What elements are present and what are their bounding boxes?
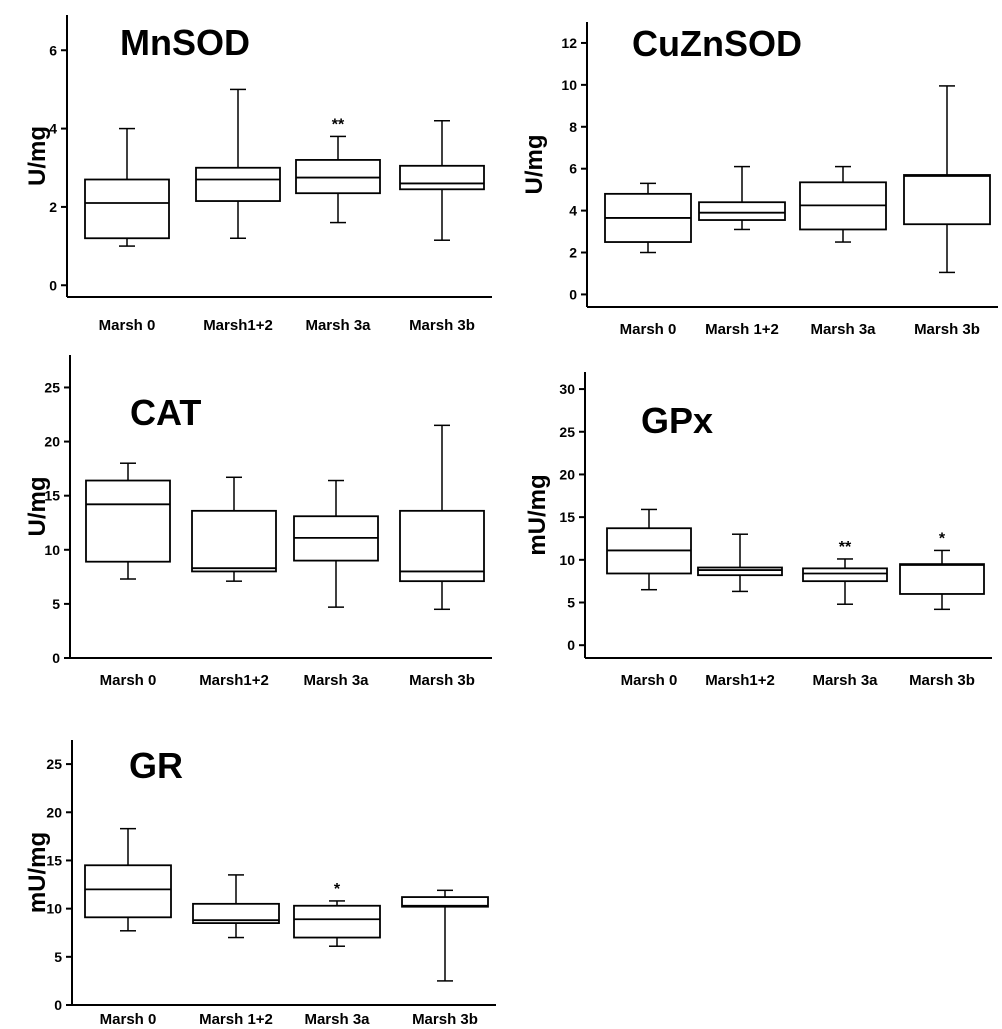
box: [84, 864, 172, 919]
category-label: Marsh 3a: [305, 317, 371, 334]
box: [697, 566, 783, 577]
y-tick-label: 10: [559, 552, 575, 568]
y-axis-label: U/mg: [521, 135, 548, 195]
y-tick-label: 8: [569, 119, 577, 135]
box: [84, 178, 170, 240]
y-tick-label: 10: [44, 542, 60, 558]
box: [85, 479, 171, 563]
box: [399, 509, 485, 583]
y-tick-label: 15: [44, 488, 60, 504]
y-tick-label: 15: [559, 509, 575, 525]
y-tick-label: 0: [49, 277, 57, 293]
category-label: Marsh1+2: [705, 672, 775, 689]
category-label: Marsh 3b: [409, 672, 475, 689]
category-label: Marsh 0: [100, 672, 157, 689]
y-tick-label: 25: [44, 379, 60, 395]
box: [903, 174, 991, 226]
chart-title: GR: [129, 745, 183, 786]
category-label: Marsh 3a: [303, 672, 369, 689]
category-label: Marsh 0: [620, 321, 677, 338]
y-tick-label: 6: [49, 42, 57, 58]
category-label: Marsh 0: [621, 672, 678, 689]
y-tick-label: 12: [561, 35, 577, 51]
category-label: Marsh 3b: [914, 321, 980, 338]
category-label: Marsh 1+2: [199, 1011, 273, 1028]
category-label: Marsh1+2: [203, 317, 273, 334]
y-tick-label: 25: [46, 756, 62, 772]
y-tick-label: 4: [49, 121, 57, 137]
y-tick-label: 0: [569, 286, 577, 302]
category-label: Marsh 0: [99, 317, 156, 334]
box: [195, 166, 281, 202]
category-label: Marsh 3b: [412, 1011, 478, 1028]
y-axis-label: U/mg: [24, 477, 51, 537]
category-label: Marsh 1+2: [705, 321, 779, 338]
box: [295, 159, 381, 195]
y-tick-label: 0: [567, 637, 575, 653]
y-tick-label: 10: [46, 901, 62, 917]
y-axis-label: mU/mg: [24, 832, 51, 913]
y-axis-label: U/mg: [24, 126, 51, 186]
category-label: Marsh1+2: [199, 672, 269, 689]
y-tick-label: 2: [49, 199, 57, 215]
category-label: Marsh 3b: [909, 672, 975, 689]
significance-annotation: *: [334, 881, 341, 898]
y-tick-label: 5: [52, 596, 60, 612]
chart-title: MnSOD: [120, 22, 250, 63]
y-tick-label: 30: [559, 381, 575, 397]
y-tick-label: 20: [46, 804, 62, 820]
chart-title: GPx: [641, 400, 713, 441]
y-tick-label: 2: [569, 245, 577, 261]
y-tick-label: 15: [46, 852, 62, 868]
chart-title: CuZnSOD: [632, 23, 802, 64]
y-tick-label: 20: [559, 466, 575, 482]
significance-annotation: **: [839, 539, 852, 556]
category-label: Marsh 3a: [812, 672, 878, 689]
box: [401, 896, 489, 908]
y-tick-label: 0: [52, 650, 60, 666]
significance-annotation: *: [939, 530, 946, 547]
category-label: Marsh 3a: [304, 1011, 370, 1028]
box: [899, 563, 985, 595]
y-tick-label: 6: [569, 161, 577, 177]
category-label: Marsh 3a: [810, 321, 876, 338]
y-axis-label: mU/mg: [524, 474, 551, 555]
y-tick-label: 5: [54, 949, 62, 965]
y-tick-label: 25: [559, 424, 575, 440]
category-label: Marsh 3b: [409, 317, 475, 334]
box: [698, 201, 786, 221]
category-label: Marsh 0: [100, 1011, 157, 1028]
box: [293, 904, 381, 939]
y-tick-label: 0: [54, 997, 62, 1013]
box: [191, 509, 277, 573]
box: [399, 164, 485, 191]
box: [802, 567, 888, 583]
chart-title: CAT: [130, 392, 201, 433]
y-tick-label: 20: [44, 434, 60, 450]
y-tick-label: 10: [561, 77, 577, 93]
y-tick-label: 5: [567, 595, 575, 611]
significance-annotation: **: [332, 116, 345, 133]
box: [192, 902, 280, 924]
y-tick-label: 4: [569, 203, 577, 219]
